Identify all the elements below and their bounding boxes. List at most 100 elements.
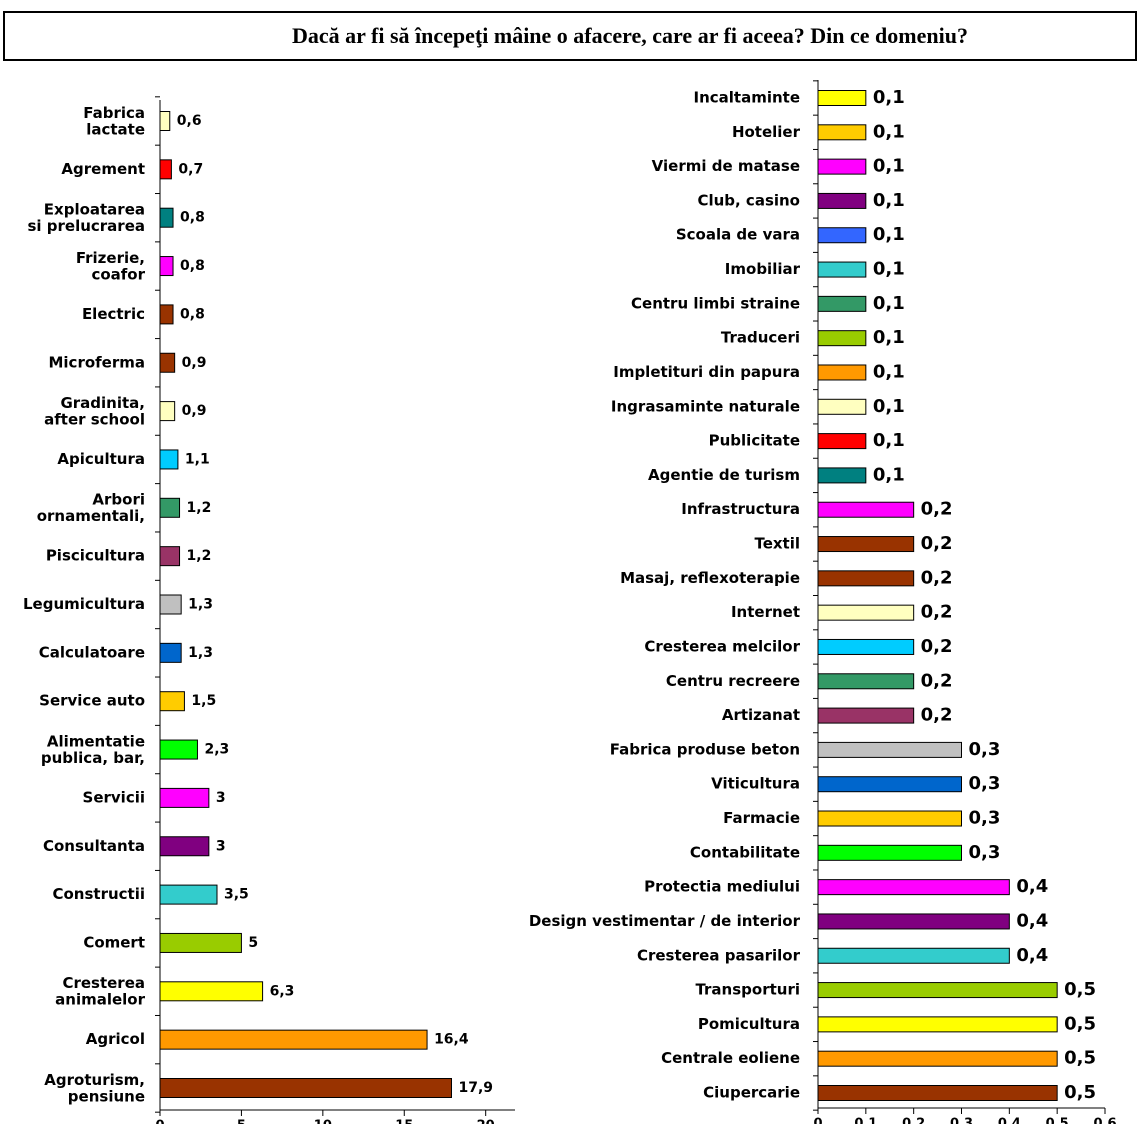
category-label: Cresterea pasarilor — [637, 946, 801, 964]
value-label: 0,5 — [1064, 979, 1096, 1000]
category-label: Internet — [731, 603, 800, 621]
value-label: 0,1 — [873, 464, 905, 485]
bar — [817, 261, 867, 278]
category-label: Apicultura — [57, 450, 145, 468]
bar — [817, 1050, 1058, 1067]
value-label: 0,1 — [873, 156, 905, 177]
category-label: Consultanta — [43, 837, 145, 855]
bar — [159, 352, 176, 373]
value-label: 0,2 — [921, 636, 953, 657]
category-label: Artizanat — [722, 706, 800, 724]
value-label: 0,1 — [873, 430, 905, 451]
category-label: Masaj, reflexoterapie — [620, 569, 800, 587]
x-tick-label: 0.4 — [998, 1117, 1021, 1124]
category-label: Arbori ornamentali, — [37, 490, 145, 525]
title-box — [3, 11, 1137, 61]
category-label: Pomicultura — [698, 1015, 800, 1033]
category-label: Incaltaminte — [693, 89, 800, 107]
value-label: 0,2 — [921, 499, 953, 520]
bar — [817, 707, 915, 724]
category-label: Farmacie — [723, 809, 800, 827]
category-label: Scoala de vara — [676, 226, 800, 244]
x-tick-label: 0.2 — [902, 1117, 925, 1124]
value-label: 5 — [248, 935, 258, 951]
bar — [159, 981, 264, 1002]
category-label: Microferma — [48, 353, 145, 371]
value-label: 1,3 — [188, 597, 213, 613]
category-label: Frizerie, coafor — [76, 248, 146, 283]
bar — [817, 330, 867, 347]
category-label: Piscicultura — [46, 547, 145, 565]
x-tick-label: 0 — [155, 1119, 164, 1124]
value-label: 0,5 — [1064, 1048, 1096, 1069]
value-label: 0,5 — [1064, 1082, 1096, 1103]
bar — [159, 691, 185, 712]
value-label: 1,3 — [188, 645, 213, 661]
value-label: 0,6 — [177, 113, 202, 129]
category-label: Gradinita, after school — [44, 393, 145, 428]
value-label: 17,9 — [458, 1080, 493, 1096]
category-label: Viticultura — [711, 775, 800, 793]
category-label: Comert — [83, 933, 145, 951]
bar — [159, 787, 210, 808]
bar — [817, 810, 962, 827]
value-label: 0,1 — [873, 87, 905, 108]
value-label: 1,5 — [191, 693, 216, 709]
x-tick-label: 0.6 — [1093, 1117, 1116, 1124]
value-label: 0,1 — [873, 121, 905, 142]
bar — [159, 932, 242, 953]
value-label: 0,2 — [921, 567, 953, 588]
value-label: 0,3 — [969, 773, 1001, 794]
bar — [817, 638, 915, 655]
category-label: Ciupercarie — [703, 1084, 800, 1102]
category-label: Centrale eoliene — [661, 1049, 800, 1067]
category-label: Infrastructura — [681, 500, 800, 518]
category-label: Ingrasaminte naturale — [611, 397, 800, 415]
value-label: 16,4 — [434, 1032, 469, 1048]
value-label: 0,3 — [969, 842, 1001, 863]
category-label: Imobiliar — [725, 260, 801, 278]
value-label: 0,3 — [969, 808, 1001, 829]
category-label: Viermi de matase — [652, 157, 800, 175]
category-label: Fabrica lactate — [83, 103, 145, 138]
category-label: Agrement — [61, 160, 145, 178]
category-label: Exploatarea si prelucrarea — [27, 200, 145, 235]
value-label: 0,8 — [180, 306, 205, 322]
x-tick-label: 0 — [813, 1117, 822, 1124]
value-label: 1,1 — [185, 451, 210, 467]
x-tick-label: 0.3 — [950, 1117, 973, 1124]
bar — [817, 673, 915, 690]
value-label: 6,3 — [270, 983, 295, 999]
category-label: Agricol — [86, 1030, 145, 1048]
bar — [817, 1016, 1058, 1033]
value-label: 0,2 — [921, 670, 953, 691]
category-label: Hotelier — [732, 123, 801, 141]
category-label: Transporturi — [695, 981, 800, 999]
category-label: Alimentatie publica, bar, — [41, 732, 145, 767]
bar — [817, 90, 867, 106]
category-label: Contabilitate — [690, 843, 800, 861]
bar — [817, 158, 867, 175]
value-label: 3 — [216, 838, 226, 854]
category-label: Electric — [82, 305, 145, 323]
bar — [159, 111, 171, 131]
bar — [159, 739, 198, 760]
value-label: 0,4 — [1016, 910, 1048, 931]
bar — [159, 401, 176, 422]
category-label: Centru recreere — [666, 672, 800, 690]
category-label: Design vestimentar / de interior — [529, 912, 801, 930]
bar — [817, 192, 867, 209]
value-label: 0,1 — [873, 361, 905, 382]
bar — [817, 398, 867, 415]
category-label: Textil — [754, 535, 800, 553]
value-label: 0,1 — [873, 396, 905, 417]
bar — [817, 501, 915, 518]
value-label: 0,8 — [180, 210, 205, 226]
bar — [817, 776, 962, 793]
bar — [159, 1078, 452, 1098]
bar — [817, 124, 867, 141]
category-label: Agentie de turism — [648, 466, 800, 484]
x-tick-label: 15 — [395, 1119, 413, 1124]
